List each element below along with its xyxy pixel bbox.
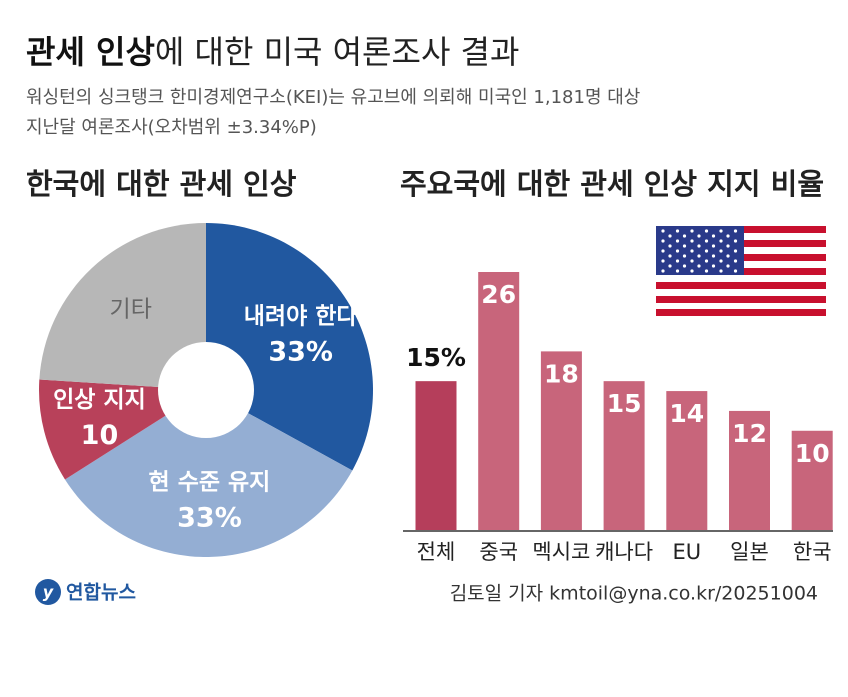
slice-value: 33% bbox=[268, 337, 333, 368]
bar bbox=[666, 391, 708, 530]
svg-text:y: y bbox=[43, 583, 54, 602]
subtitle: 지난달 여론조사(오차범위 ±3.34%P) bbox=[26, 117, 317, 138]
chart-title: 주요국에 대한 관세 인상 지지 비율 bbox=[400, 167, 824, 201]
bar bbox=[478, 272, 520, 530]
x-tick-label: 전체 bbox=[417, 540, 456, 564]
credit: 김토일 기자 kmtoil@yna.co.kr/20251004 bbox=[450, 583, 818, 605]
slice-value: 10 bbox=[81, 420, 119, 451]
pie-slice bbox=[64, 390, 353, 557]
slice-label: 내려야 한다 bbox=[244, 304, 358, 330]
value-label: 12 bbox=[732, 419, 767, 448]
title-rest: 에 대한 미국 여론조사 결과 bbox=[155, 33, 520, 71]
bar bbox=[415, 381, 457, 530]
title-bold: 관세 인상 bbox=[26, 33, 155, 71]
value-label: 14 bbox=[669, 399, 704, 428]
subtitle: 워싱턴의 싱크탱크 한미경제연구소(KEI)는 유고브에 의뢰해 미국인 1,1… bbox=[26, 87, 640, 108]
logo-text: 연합뉴스 bbox=[66, 582, 136, 604]
x-tick-label: 캐나다 bbox=[595, 540, 653, 564]
value-label: 15 bbox=[607, 389, 642, 418]
x-tick-label: 한국 bbox=[793, 540, 832, 564]
x-tick-label: 일본 bbox=[730, 540, 769, 564]
value-label: 15% bbox=[406, 343, 466, 372]
pie-slice bbox=[39, 223, 207, 390]
us-flag bbox=[656, 226, 826, 316]
bar bbox=[603, 381, 645, 530]
slice-value: 33% bbox=[177, 502, 242, 533]
value-label: 10 bbox=[795, 439, 830, 468]
slice-label: 인상 지지 bbox=[53, 387, 146, 413]
bar bbox=[540, 351, 582, 530]
donut-hole bbox=[158, 342, 254, 438]
title: 관세 인상에 대한 미국 여론조사 결과 bbox=[26, 33, 519, 71]
chart-title: 한국에 대한 관세 인상 bbox=[26, 167, 297, 201]
logo: y 연합뉴스 bbox=[35, 579, 136, 605]
slice-label: 기타 bbox=[110, 296, 152, 322]
bar bbox=[791, 430, 833, 530]
x-tick-label: 중국 bbox=[479, 540, 518, 564]
value-label: 18 bbox=[544, 359, 579, 388]
value-label: 26 bbox=[481, 280, 516, 309]
x-tick-label: 멕시코 bbox=[532, 540, 590, 564]
x-tick-label: EU bbox=[672, 540, 701, 564]
bar bbox=[729, 410, 770, 530]
slice-label: 현 수준 유지 bbox=[149, 469, 271, 495]
